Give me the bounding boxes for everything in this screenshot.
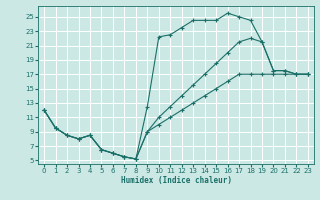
X-axis label: Humidex (Indice chaleur): Humidex (Indice chaleur) xyxy=(121,176,231,185)
